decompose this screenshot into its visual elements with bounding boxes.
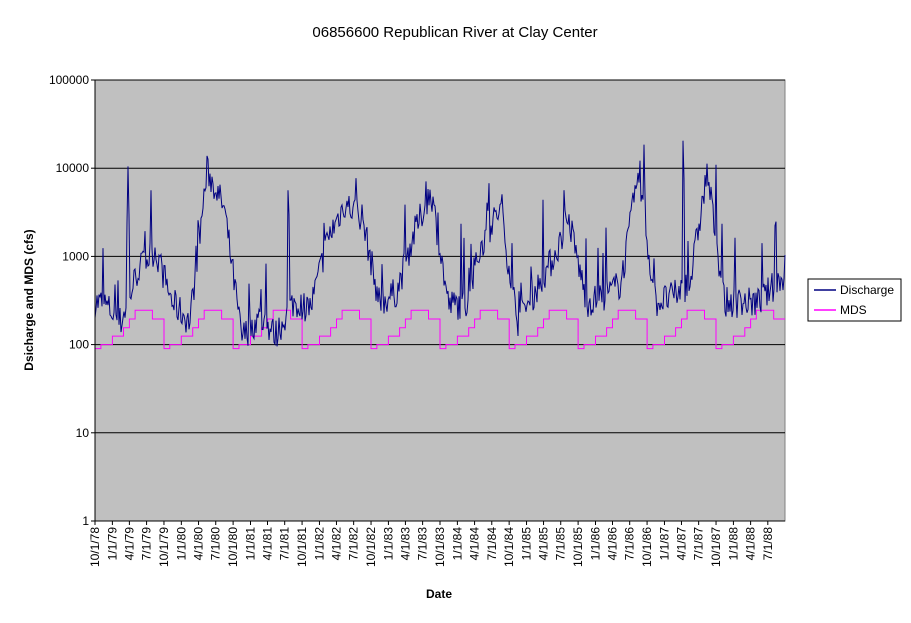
x-tick-label: 7/1/86 xyxy=(623,527,637,561)
x-tick-label: 1/1/79 xyxy=(105,527,119,561)
x-tick-label: 4/1/79 xyxy=(122,527,136,561)
y-tick-label: 1 xyxy=(82,514,89,528)
x-tick-label: 4/1/85 xyxy=(537,527,551,561)
x-tick-label: 4/1/80 xyxy=(192,527,206,561)
x-tick-label: 7/1/80 xyxy=(209,527,223,561)
x-axis-label: Date xyxy=(426,587,452,601)
x-tick-label: 1/1/80 xyxy=(174,527,188,561)
x-tick-label: 4/1/87 xyxy=(674,527,688,561)
x-tick-label: 1/1/86 xyxy=(588,527,602,561)
x-tick-label: 1/1/87 xyxy=(657,527,671,561)
series-line-discharge xyxy=(94,140,786,347)
x-tick-label: 4/1/83 xyxy=(398,527,412,561)
y-axis-ticks: 1 10 100 1000 10000 100000 xyxy=(49,73,95,528)
x-tick-label: 10/1/87 xyxy=(709,527,723,567)
plot-area xyxy=(94,79,786,522)
legend: Discharge MDS xyxy=(807,278,902,322)
x-tick-label: 10/1/86 xyxy=(640,527,654,567)
y-axis-label: Dsicharge and MDS (cfs) xyxy=(22,229,36,370)
series-line-mds xyxy=(95,309,785,350)
x-tick-label: 4/1/81 xyxy=(261,527,275,561)
x-tick-label: 7/1/84 xyxy=(485,527,499,561)
x-tick-label: 7/1/88 xyxy=(761,527,775,561)
x-tick-label: 10/1/84 xyxy=(502,527,516,567)
x-tick-label: 10/1/79 xyxy=(157,527,171,567)
y-tick-label: 10000 xyxy=(56,161,90,175)
legend-label-discharge: Discharge xyxy=(840,283,894,297)
legend-box xyxy=(807,278,902,322)
x-tick-label: 1/1/81 xyxy=(243,527,257,561)
y-tick-label: 100000 xyxy=(49,73,89,87)
y-tick-label: 100 xyxy=(69,338,89,352)
x-tick-label: 10/1/83 xyxy=(433,527,447,567)
x-tick-label: 10/1/78 xyxy=(88,527,102,567)
y-tick-label: 10 xyxy=(76,426,90,440)
legend-label-mds: MDS xyxy=(840,303,867,317)
x-tick-label: 10/1/85 xyxy=(571,527,585,567)
x-tick-label: 10/1/80 xyxy=(226,527,240,567)
x-tick-label: 7/1/83 xyxy=(416,527,430,561)
series-layer xyxy=(94,140,786,350)
x-tick-label: 10/1/81 xyxy=(295,527,309,567)
x-tick-label: 7/1/87 xyxy=(692,527,706,561)
x-tick-label: 1/1/85 xyxy=(520,527,534,561)
x-tick-label: 4/1/84 xyxy=(468,527,482,561)
x-tick-label: 4/1/88 xyxy=(744,527,758,561)
x-tick-label: 4/1/82 xyxy=(329,527,343,561)
x-tick-label: 7/1/85 xyxy=(554,527,568,561)
x-tick-label: 7/1/79 xyxy=(140,527,154,561)
x-tick-label: 1/1/88 xyxy=(726,527,740,561)
x-tick-label: 1/1/84 xyxy=(450,527,464,561)
y-tick-label: 1000 xyxy=(62,249,89,263)
x-tick-label: 4/1/86 xyxy=(606,527,620,561)
x-tick-label: 7/1/81 xyxy=(278,527,292,561)
x-tick-label: 1/1/82 xyxy=(312,527,326,561)
chart-title: 06856600 Republican River at Clay Center xyxy=(312,24,597,41)
x-axis-ticks: 10/1/78 1/1/79 4/1/79 7/1/79 10/1/79 1/1/80 4/… xyxy=(88,521,775,567)
x-tick-label: 1/1/83 xyxy=(381,527,395,561)
x-tick-label: 10/1/82 xyxy=(364,527,378,567)
x-tick-label: 7/1/82 xyxy=(347,527,361,561)
